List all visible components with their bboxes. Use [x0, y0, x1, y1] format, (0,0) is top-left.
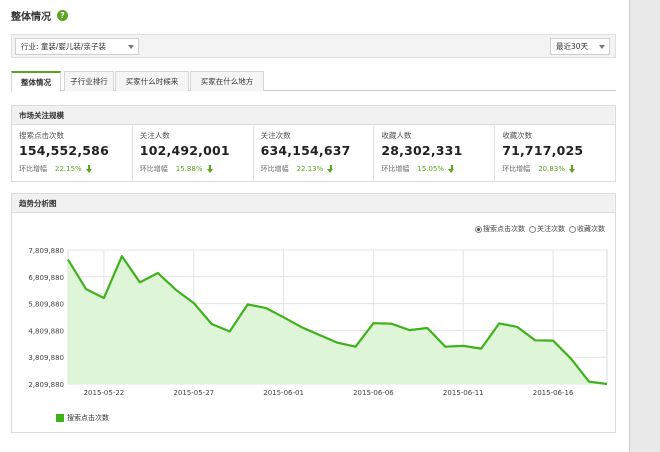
- change-label: 环比增幅: [260, 165, 289, 173]
- metric-change: 环比增幅 22.15%: [19, 164, 132, 174]
- metric-label: 收藏次数: [502, 131, 533, 140]
- radio-favorite-count[interactable]: 收藏次数: [569, 224, 605, 234]
- y-tick-label: 4,809,880: [28, 327, 64, 335]
- legend-label: 搜索点击次数: [67, 414, 109, 422]
- metric-change: 环比增幅 15.05%: [381, 164, 494, 174]
- radio-dot[interactable]: [569, 225, 576, 233]
- metric-change: 环比增幅 15.88%: [140, 164, 253, 174]
- change-percent: 15.05%: [417, 165, 445, 173]
- metric-value: 28,302,331: [381, 143, 463, 158]
- legend-swatch: [56, 414, 64, 422]
- metric-value: 102,492,001: [139, 143, 230, 158]
- trend-panel-title: 趋势分析图: [12, 194, 615, 213]
- y-tick-label: 7,809,880: [28, 247, 64, 255]
- trend-chart: 7,809,880 6,809,880 5,809,880 4,809,880 3,80…: [28, 247, 608, 397]
- page-title: 整体情况: [11, 11, 51, 23]
- metric-label: 搜索点击次数: [19, 131, 64, 140]
- tab-buyer-time[interactable]: 买家什么时候来: [115, 71, 189, 91]
- metric-change: 环比增幅 20.83%: [502, 164, 615, 174]
- metric-follow-count: 关注次数 634,154,637 环比增幅 22.13%: [254, 126, 375, 182]
- series-line: [67, 255, 608, 386]
- market-attention-panel: 市场关注规模 搜索点击次数 154,552,586 环比增幅 22.15% 关注…: [11, 105, 616, 182]
- y-tick-label: 6,809,880: [28, 274, 64, 282]
- radio-follow-count[interactable]: 关注次数: [529, 224, 565, 234]
- filter-bar: 行业: 童装/婴儿装/亲子装 最近30天: [11, 34, 616, 58]
- metric-favorite-count: 收藏次数 71,717,025 环比增幅 20.83%: [495, 126, 615, 182]
- metric-change: 环比增幅 22.13%: [261, 164, 374, 174]
- metric-search-clicks: 搜索点击次数 154,552,586 环比增幅 22.15%: [12, 126, 133, 182]
- trend-analysis-panel: 趋势分析图 搜索点击次数 关注次数 收藏次数 7,809,880 6,809,88…: [11, 193, 616, 433]
- period-select[interactable]: 最近30天: [550, 38, 610, 55]
- arrow-down-icon: [85, 165, 93, 173]
- chevron-down-icon: [599, 45, 605, 49]
- change-label: 环比增幅: [139, 165, 168, 173]
- tab-bar: 整体情况 子行业排行 买家什么时候来 买家在什么地方: [11, 70, 616, 92]
- chevron-down-icon: [128, 45, 134, 49]
- metric-followers: 关注人数 102,492,001 环比增幅 15.88%: [133, 126, 254, 182]
- y-tick-label: 5,809,880: [28, 301, 64, 309]
- right-rail: [629, 0, 660, 452]
- x-tick-label: 2015-05-22: [84, 389, 125, 397]
- page: 整体情况 ? 行业: 童装/婴儿装/亲子装 最近30天 整体情况 子行业排行 买…: [11, 8, 616, 433]
- x-tick-label: 2015-06-06: [353, 389, 394, 397]
- metric-value: 154,552,586: [19, 143, 109, 158]
- arrow-down-icon: [206, 165, 214, 173]
- page-header: 整体情况 ?: [11, 8, 68, 23]
- market-panel-title: 市场关注规模: [12, 106, 615, 125]
- x-tick-label: 2015-05-27: [173, 389, 214, 397]
- metric-favorite-users: 收藏人数 28,302,331 环比增幅 15.05%: [374, 126, 496, 182]
- arrow-down-icon: [448, 165, 455, 173]
- radio-search-clicks[interactable]: 搜索点击次数: [475, 224, 525, 234]
- chart-legend: 搜索点击次数: [56, 413, 109, 423]
- y-tick-label: 2,809,880: [28, 381, 64, 389]
- arrow-down-icon: [568, 165, 576, 173]
- metric-label: 关注人数: [139, 131, 170, 140]
- radio-label[interactable]: 收藏次数: [577, 225, 605, 233]
- series-area: [68, 256, 607, 384]
- change-percent: 20.83%: [538, 165, 565, 173]
- metric-label: 收藏人数: [381, 131, 412, 140]
- change-percent: 22.13%: [296, 165, 324, 173]
- metric-radio-group: 搜索点击次数 关注次数 收藏次数: [471, 224, 605, 234]
- metric-label: 关注次数: [260, 131, 291, 140]
- period-select-value: 最近30天: [556, 42, 589, 51]
- metric-value: 634,154,637: [260, 143, 351, 158]
- change-label: 环比增幅: [502, 165, 531, 173]
- metrics-row: 搜索点击次数 154,552,586 环比增幅 22.15% 关注人数 102,…: [12, 126, 615, 182]
- x-tick-label: 2015-06-01: [263, 389, 304, 397]
- radio-label[interactable]: 关注次数: [537, 225, 565, 233]
- question-mark-icon[interactable]: ?: [57, 9, 68, 21]
- tab-overview[interactable]: 整体情况: [11, 71, 61, 92]
- radio-dot[interactable]: [529, 225, 536, 233]
- change-percent: 22.15%: [55, 165, 82, 173]
- metric-value: 71,717,025: [502, 143, 584, 158]
- x-tick-label: 2015-06-16: [533, 389, 574, 397]
- change-percent: 15.88%: [175, 165, 203, 173]
- tab-buyer-location[interactable]: 买家在什么地方: [190, 71, 264, 91]
- x-tick-label: 2015-06-11: [443, 389, 484, 397]
- arrow-down-icon: [327, 165, 334, 173]
- y-tick-label: 3,809,880: [28, 354, 64, 362]
- change-label: 环比增幅: [381, 165, 410, 173]
- industry-select[interactable]: 行业: 童装/婴儿装/亲子装: [15, 38, 139, 55]
- tab-sub-industry-ranking[interactable]: 子行业排行: [64, 71, 114, 91]
- radio-dot[interactable]: [475, 225, 482, 233]
- change-label: 环比增幅: [19, 165, 47, 173]
- industry-select-value: 行业: 童装/婴儿装/亲子装: [21, 42, 106, 51]
- radio-label[interactable]: 搜索点击次数: [483, 225, 525, 233]
